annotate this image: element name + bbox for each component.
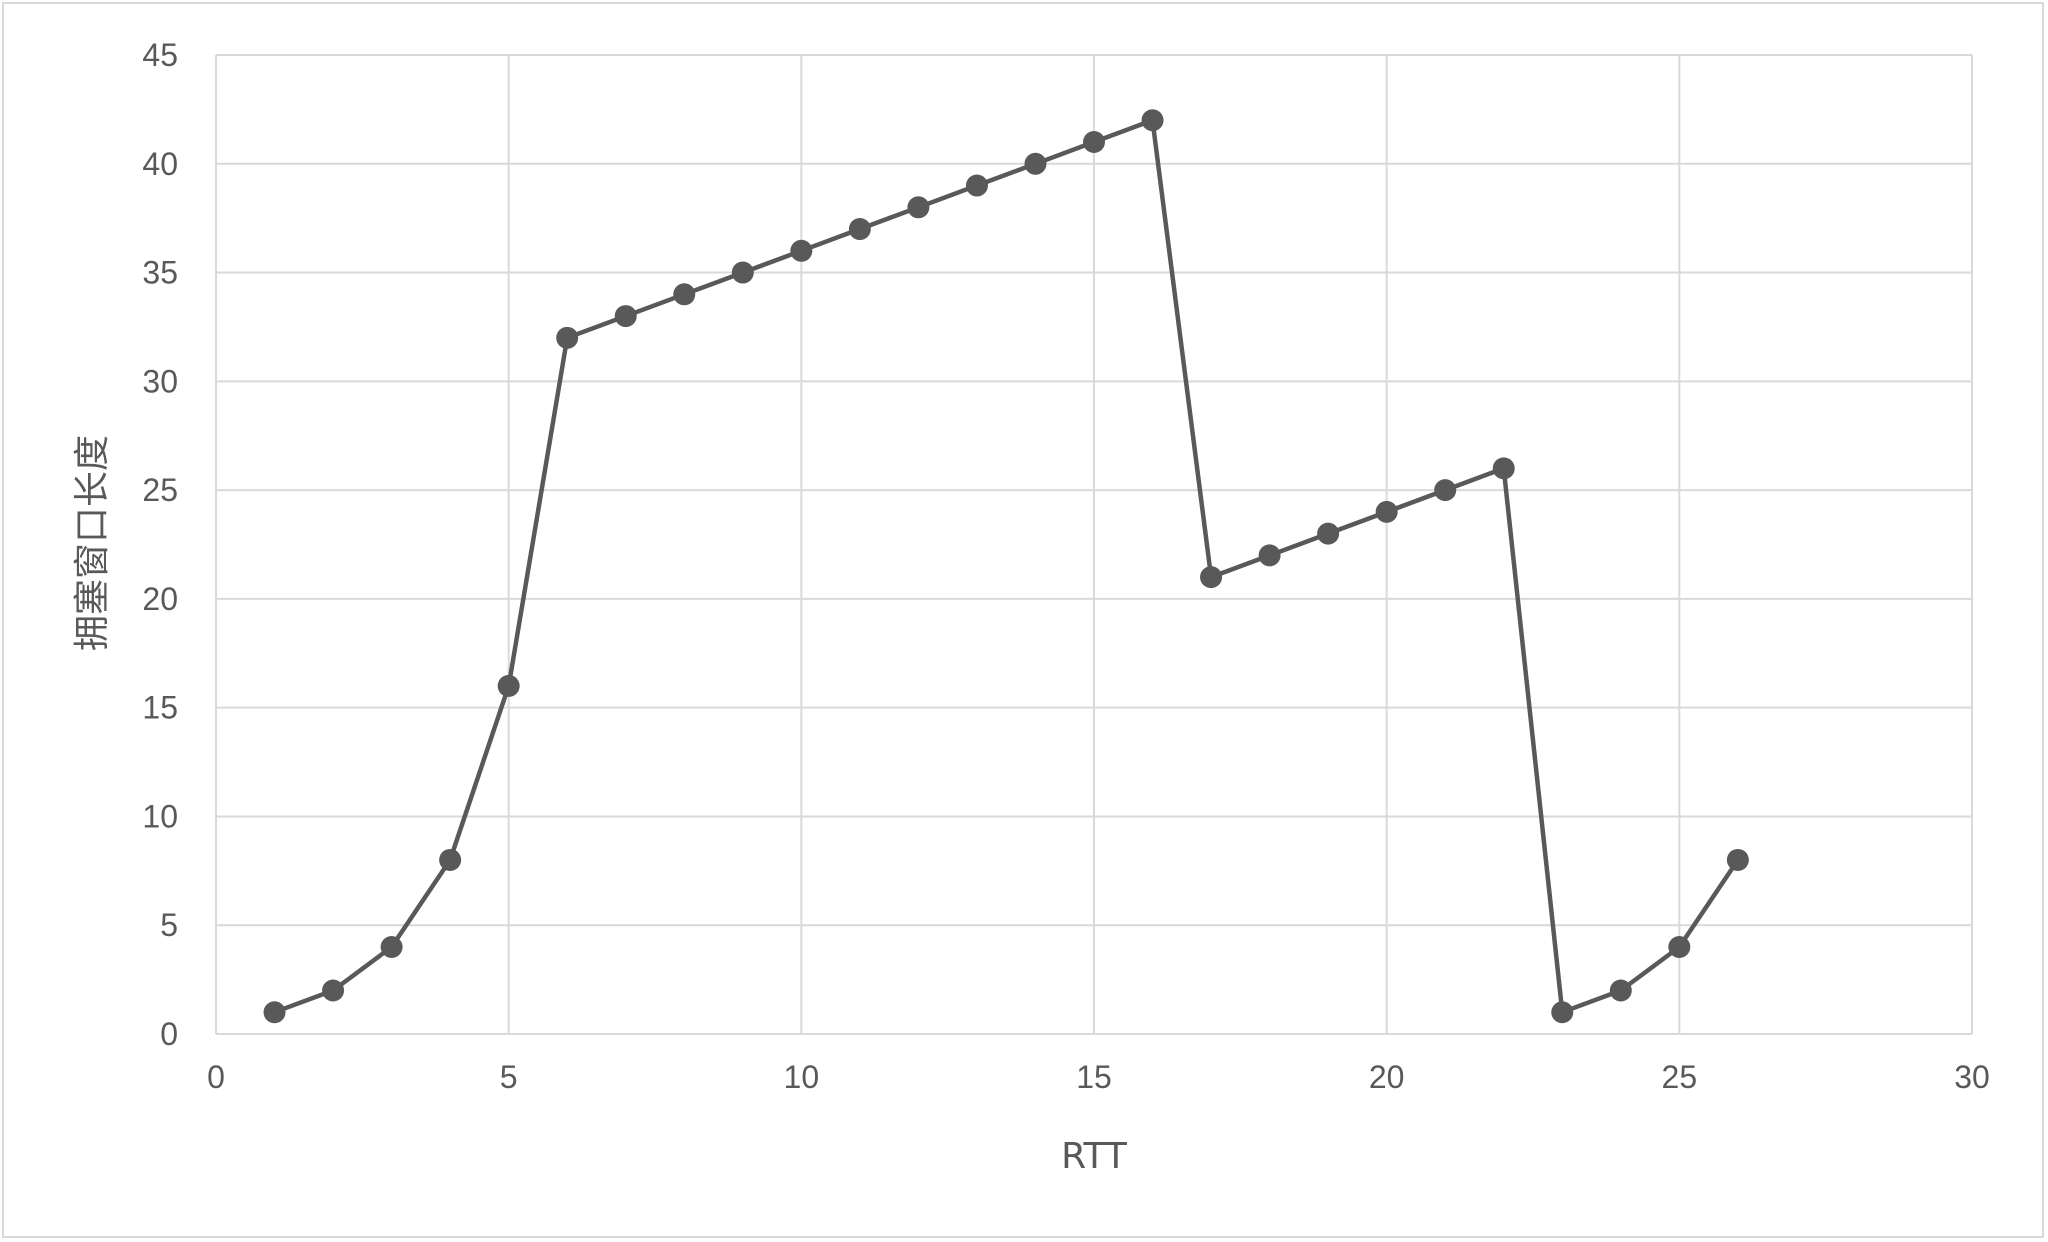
data-point — [1024, 152, 1047, 175]
data-point — [1726, 848, 1749, 871]
data-point — [673, 283, 696, 306]
y-tick-label: 15 — [142, 690, 178, 726]
x-tick-labels: 0 5 10 15 20 25 30 — [207, 1059, 1990, 1095]
data-point — [1083, 131, 1105, 154]
data-point — [439, 848, 462, 871]
data-point — [1609, 979, 1632, 1002]
y-tick-label: 45 — [142, 37, 178, 73]
x-tick-label: 0 — [207, 1059, 225, 1095]
series-line — [273, 118, 1740, 1015]
data-point — [322, 979, 345, 1002]
data-point — [1200, 566, 1223, 589]
axes — [215, 55, 1972, 1035]
data-point — [497, 674, 520, 697]
gridlines — [216, 54, 1973, 1034]
data-point — [1375, 500, 1398, 523]
x-tick-label: 15 — [1076, 1059, 1112, 1095]
x-tick-label: 20 — [1369, 1059, 1405, 1095]
y-tick-label: 10 — [142, 798, 178, 834]
data-point — [1551, 1001, 1574, 1024]
data-point — [1434, 479, 1457, 502]
data-point — [1258, 544, 1281, 567]
data-point — [263, 1001, 286, 1024]
y-tick-label: 0 — [160, 1016, 178, 1052]
data-point — [848, 218, 871, 241]
x-tick-label: 25 — [1662, 1059, 1698, 1095]
data-point — [1668, 935, 1691, 958]
data-point — [790, 239, 813, 262]
x-tick-label: 10 — [784, 1059, 820, 1095]
series-layer — [263, 109, 1749, 1024]
y-axis-title: 拥塞窗口长度 — [72, 435, 113, 651]
y-tick-label: 5 — [160, 907, 178, 943]
y-tick-label: 35 — [142, 255, 178, 291]
data-point — [907, 196, 930, 219]
data-point — [556, 326, 579, 349]
y-tick-label: 30 — [142, 363, 178, 399]
data-point — [1141, 109, 1164, 132]
data-point — [614, 305, 637, 328]
y-tick-label: 40 — [142, 146, 178, 182]
y-tick-labels: 0 5 10 15 20 25 30 35 40 45 — [142, 37, 178, 1052]
data-point — [731, 261, 754, 284]
x-tick-label: 5 — [500, 1059, 518, 1095]
data-point — [1492, 457, 1515, 480]
data-point — [965, 174, 988, 197]
x-tick-label: 30 — [1954, 1059, 1990, 1095]
data-point — [1317, 522, 1340, 545]
y-tick-label: 25 — [142, 472, 178, 508]
data-point — [380, 935, 403, 958]
x-axis-title: RTT — [1061, 1136, 1128, 1177]
y-tick-label: 20 — [142, 581, 178, 617]
